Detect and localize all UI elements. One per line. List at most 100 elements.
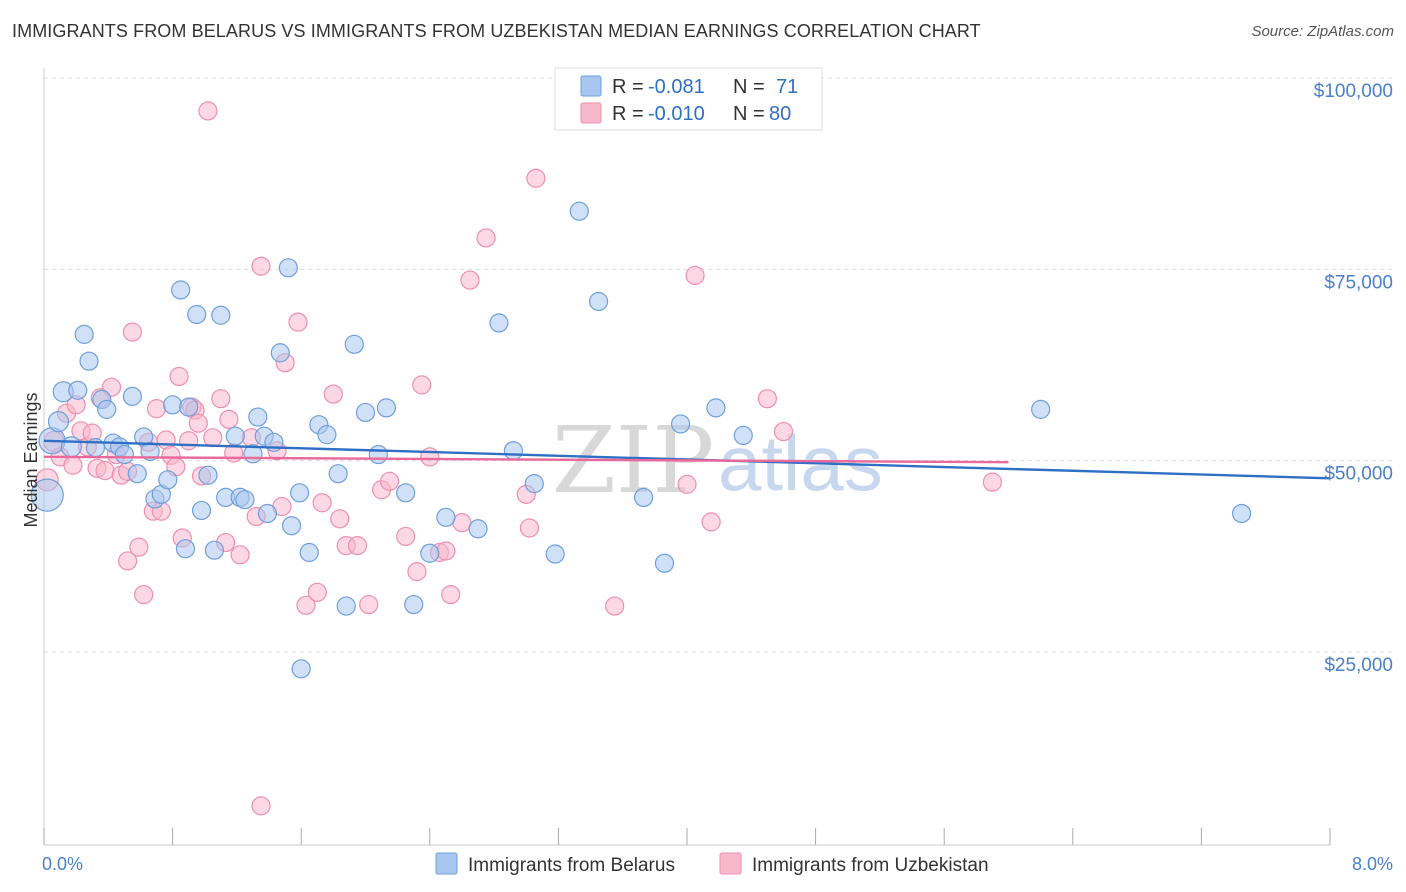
data-point bbox=[380, 471, 400, 491]
data-point bbox=[633, 487, 654, 508]
data-point bbox=[257, 503, 278, 524]
data-point bbox=[146, 399, 167, 419]
legend-swatch-uzbekistan bbox=[580, 102, 602, 124]
data-point bbox=[307, 582, 327, 602]
data-point bbox=[468, 519, 488, 539]
data-point bbox=[198, 101, 218, 121]
bottom-legend-swatch-belarus bbox=[435, 852, 458, 875]
data-point bbox=[359, 594, 379, 615]
data-point bbox=[158, 470, 178, 490]
y-tick-labels: $25,000 $50,000 $75,000 $100,000 bbox=[1314, 81, 1393, 676]
y-tick-label: $75,000 bbox=[1324, 272, 1393, 293]
bottom-legend-label-belarus: Immigrants from Belarus bbox=[468, 855, 675, 876]
data-point bbox=[140, 441, 160, 462]
data-point bbox=[30, 478, 64, 512]
data-point bbox=[289, 483, 310, 503]
scatter-points bbox=[30, 101, 1252, 816]
data-point bbox=[344, 334, 364, 354]
data-point bbox=[452, 513, 472, 533]
data-point bbox=[404, 594, 424, 615]
data-point bbox=[701, 512, 721, 532]
data-point bbox=[412, 375, 432, 395]
bottom-legend-swatch-uzbekistan bbox=[719, 852, 742, 875]
y-axis-label: Median Earnings bbox=[21, 392, 41, 527]
data-point bbox=[134, 584, 154, 605]
data-point bbox=[677, 474, 697, 494]
y-tick-label: $25,000 bbox=[1324, 655, 1393, 676]
data-point bbox=[198, 465, 218, 485]
data-point bbox=[706, 398, 726, 418]
source-credit: Source: ZipAtlas.com bbox=[1251, 23, 1394, 40]
data-point bbox=[569, 201, 589, 221]
data-point bbox=[460, 270, 480, 290]
data-point bbox=[773, 421, 794, 442]
data-point bbox=[670, 414, 691, 434]
bottom-legend-label-uzbekistan: Immigrants from Uzbekistan bbox=[752, 855, 989, 876]
data-point bbox=[503, 441, 523, 461]
data-point bbox=[299, 542, 319, 563]
data-point bbox=[122, 386, 143, 406]
data-point bbox=[60, 436, 82, 458]
data-point bbox=[1031, 399, 1051, 419]
data-point bbox=[171, 280, 191, 300]
data-point bbox=[74, 324, 94, 344]
data-point bbox=[441, 584, 461, 605]
bottom-legend: Immigrants from Belarus Immigrants from … bbox=[435, 852, 989, 876]
data-point bbox=[420, 447, 440, 467]
data-point bbox=[97, 399, 117, 419]
data-point bbox=[1231, 503, 1252, 524]
data-point bbox=[188, 413, 208, 433]
data-point bbox=[368, 444, 388, 465]
data-point bbox=[524, 474, 544, 494]
chart-title: IMMIGRANTS FROM BELARUS VS IMMIGRANTS FR… bbox=[12, 21, 981, 41]
data-point bbox=[982, 472, 1003, 492]
data-point bbox=[187, 304, 207, 325]
legend-n-value-1: 71 bbox=[776, 76, 798, 98]
data-point bbox=[235, 490, 255, 510]
data-point bbox=[179, 431, 199, 451]
data-point bbox=[420, 543, 440, 563]
data-point bbox=[219, 409, 239, 429]
data-point bbox=[526, 168, 546, 188]
data-point bbox=[281, 516, 302, 536]
data-point bbox=[68, 380, 88, 400]
data-point bbox=[757, 389, 777, 409]
y-tick-label: $50,000 bbox=[1324, 464, 1393, 485]
trend-line bbox=[43, 455, 1009, 464]
x-tick-labels: 0.0% 8.0% bbox=[42, 854, 1393, 874]
data-point bbox=[588, 291, 609, 312]
data-point bbox=[288, 312, 308, 332]
data-point bbox=[203, 428, 223, 448]
y-tick-label: $100,000 bbox=[1314, 81, 1393, 102]
axes bbox=[43, 68, 1331, 846]
legend-r-label-2: R = bbox=[612, 103, 644, 125]
data-point bbox=[296, 595, 316, 615]
data-point bbox=[407, 562, 427, 582]
data-point bbox=[122, 322, 143, 342]
data-point bbox=[79, 351, 99, 371]
grid-lines bbox=[44, 77, 1393, 653]
data-point bbox=[545, 544, 565, 564]
data-point bbox=[63, 455, 83, 475]
data-point bbox=[251, 796, 271, 816]
data-point bbox=[685, 265, 705, 286]
data-point bbox=[323, 384, 343, 404]
data-point bbox=[179, 397, 199, 417]
data-point bbox=[169, 366, 189, 387]
data-point bbox=[733, 425, 753, 446]
x-tick-label: 8.0% bbox=[1352, 854, 1393, 874]
data-point bbox=[436, 507, 456, 527]
data-point bbox=[230, 545, 250, 565]
legend-n-label-2: N = bbox=[733, 103, 765, 125]
data-point bbox=[175, 539, 196, 559]
legend-r-label-1: R = bbox=[612, 76, 644, 98]
data-point bbox=[605, 596, 625, 616]
data-point bbox=[330, 509, 350, 529]
legend-r-value-1: -0.081 bbox=[648, 76, 705, 98]
data-point bbox=[336, 596, 356, 616]
data-point bbox=[225, 426, 245, 446]
data-point bbox=[347, 536, 368, 556]
data-point bbox=[436, 541, 456, 561]
data-point bbox=[47, 411, 70, 433]
